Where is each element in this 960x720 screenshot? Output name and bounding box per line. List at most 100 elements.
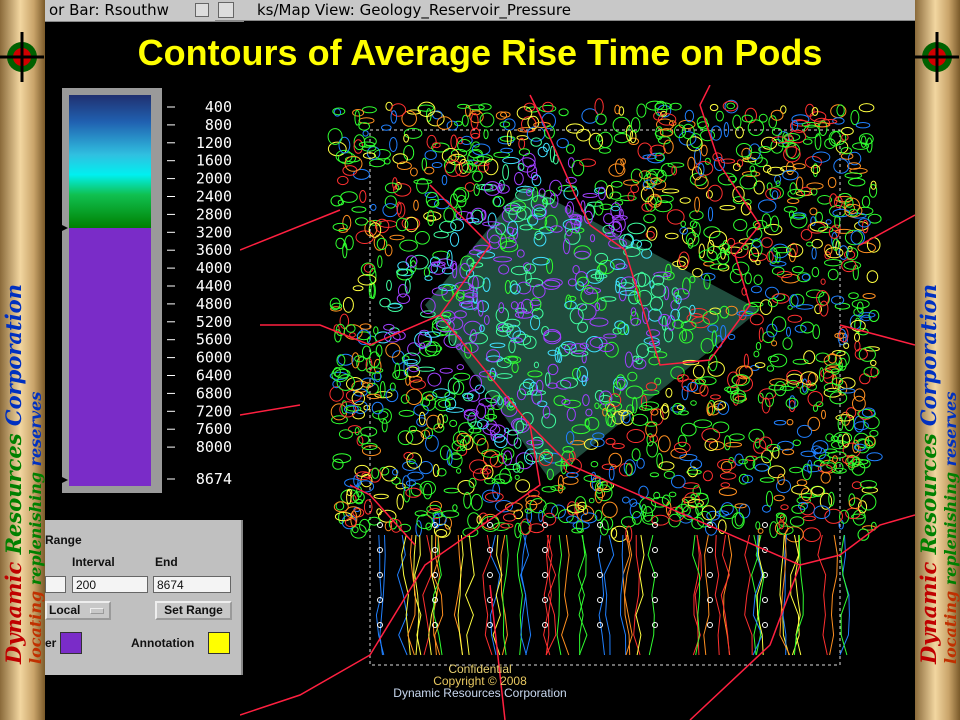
contour (796, 496, 811, 505)
contour (530, 137, 542, 147)
contour (370, 203, 377, 211)
window-title: or Bar: Rsouthw (45, 0, 244, 22)
colorbar-label: 7200 (196, 402, 232, 420)
interval-input[interactable]: 200 (72, 576, 148, 593)
color-swatch[interactable] (208, 632, 230, 654)
contour (848, 497, 862, 510)
contour (407, 342, 421, 356)
contour (522, 378, 535, 389)
contour (506, 429, 519, 446)
contour (589, 317, 609, 327)
contour (531, 174, 542, 187)
contour (811, 238, 823, 249)
contour (790, 293, 805, 307)
contour (653, 351, 668, 359)
contour (385, 342, 401, 358)
contour (425, 215, 437, 222)
contour (727, 371, 740, 389)
contour (470, 493, 483, 511)
contour (787, 304, 793, 310)
contour (847, 245, 853, 253)
contour (754, 157, 768, 168)
window-button[interactable] (195, 3, 209, 17)
contour (820, 471, 831, 484)
right-banner: Dynamic Resources Corporation locating r… (915, 0, 960, 720)
contour (720, 158, 736, 164)
contour (436, 116, 453, 130)
contour (720, 482, 731, 488)
contour (772, 446, 780, 459)
contour (682, 504, 699, 521)
contour (726, 102, 736, 110)
contour (837, 416, 844, 431)
contour (851, 456, 861, 468)
contour (749, 165, 756, 172)
contour (405, 255, 418, 268)
contour (653, 491, 661, 500)
contour (526, 188, 533, 197)
colorbar-label: 5200 (196, 313, 232, 331)
contour (424, 331, 441, 338)
contour (464, 182, 476, 192)
start-input[interactable] (45, 576, 66, 593)
color-label: Annotation (131, 636, 195, 650)
contour (743, 303, 759, 315)
color-swatch[interactable] (60, 632, 82, 654)
contour (689, 210, 704, 221)
contour (476, 438, 489, 455)
contour (727, 334, 736, 340)
set-range-button[interactable]: Set Range (155, 601, 232, 620)
contour (463, 409, 477, 421)
contour (812, 404, 819, 412)
contour (366, 393, 382, 400)
contour (627, 222, 646, 235)
contour (416, 177, 429, 194)
contour (466, 269, 475, 278)
contour (617, 282, 634, 289)
contour (458, 422, 474, 437)
contour (785, 397, 799, 409)
contour (806, 379, 812, 388)
contour (694, 534, 703, 656)
contour (444, 397, 457, 411)
contour (792, 266, 804, 274)
contour (344, 155, 363, 172)
contour (725, 442, 743, 448)
contour (780, 504, 789, 511)
contour (508, 339, 516, 354)
end-input[interactable]: 8674 (153, 576, 231, 593)
window-button[interactable] (218, 2, 234, 18)
contour (424, 341, 441, 357)
contour (467, 512, 481, 529)
contour (472, 170, 483, 183)
contour (632, 358, 647, 370)
contour (363, 499, 373, 515)
contour (484, 492, 504, 502)
contour (545, 534, 557, 656)
contour (650, 408, 659, 416)
contour (533, 207, 547, 217)
contour (869, 184, 878, 198)
contour (396, 534, 408, 656)
contour (564, 221, 574, 237)
well-marker (432, 622, 438, 628)
contour (678, 251, 690, 268)
contour (707, 361, 725, 377)
contour (782, 534, 787, 656)
contour (532, 256, 550, 266)
contour (472, 468, 489, 481)
contour (564, 205, 572, 214)
contour (783, 146, 801, 163)
contour (368, 516, 381, 526)
contour (455, 292, 465, 302)
contour (703, 274, 711, 290)
contour (530, 436, 544, 449)
contour (618, 286, 627, 302)
contour (533, 232, 547, 247)
contour (581, 108, 599, 124)
contour (719, 205, 736, 211)
contour (862, 293, 876, 299)
mode-menu[interactable]: Local (45, 601, 111, 620)
contour (782, 448, 795, 456)
contour (436, 319, 455, 333)
